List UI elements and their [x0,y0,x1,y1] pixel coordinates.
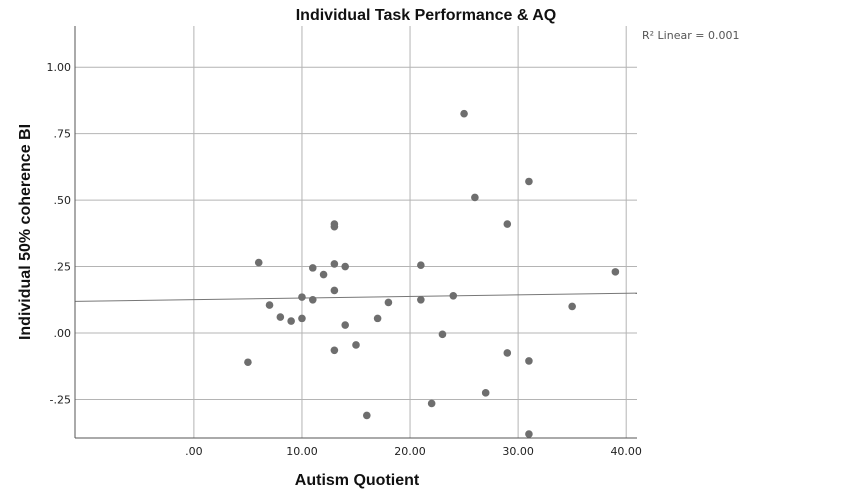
fit-line-group [74,292,638,302]
y-tick-label: .25 [54,261,72,274]
data-point [341,321,349,329]
y-axis-label: Individual 50% coherence BI [17,124,34,340]
grid-lines [75,26,637,438]
chart-title: Individual Task Performance & AQ [296,7,557,24]
data-point [298,314,306,323]
data-point [319,270,328,279]
data-point [460,109,468,118]
axes [74,26,637,439]
x-tick-label: 40.00 [610,445,642,458]
data-point [471,193,479,202]
data-point [417,295,425,304]
data-point [503,349,512,357]
data-point [525,357,533,365]
x-tick-label: .00 [185,445,203,458]
data-point [341,262,349,271]
data-point [330,346,339,355]
data-point [298,293,306,301]
y-tick-label: .75 [54,128,72,141]
y-tick-label: .50 [54,194,72,207]
data-point [244,358,252,367]
data-point [449,291,458,300]
data-point [352,341,360,349]
y-tick-label: 1.00 [47,61,72,74]
data-point [427,399,436,408]
data-point [384,298,393,307]
data-point [287,317,295,325]
data-point [481,389,490,397]
data-points [244,109,620,438]
data-point [330,286,339,295]
y-tick-label: -.25 [50,393,71,406]
data-point [330,260,339,268]
data-point [525,430,533,438]
x-tick-labels: .00 10.00 20.00 30.00 40.00 [185,445,642,458]
x-tick-label: 30.00 [502,445,534,458]
x-tick-label: 10.00 [286,445,318,458]
data-point [308,295,317,304]
data-point [265,301,274,309]
data-point [611,268,620,276]
fit-line [74,292,638,302]
y-tick-labels: -.25 .00 .25 .50 .75 1.00 [47,61,72,406]
data-point [503,220,512,228]
y-tick-label: .00 [54,327,72,340]
data-point [276,313,285,321]
data-point [308,264,317,272]
data-point [330,222,339,231]
x-axis-label: Autism Quotient [295,472,420,489]
r2-annotation: R² Linear = 0.001 [642,29,739,42]
data-point [373,314,382,323]
x-tick-label: 20.00 [394,445,426,458]
data-point [254,258,263,267]
data-point [363,411,371,420]
data-point [525,177,533,186]
data-point [438,330,447,339]
data-point [568,302,576,311]
data-point [417,261,425,270]
